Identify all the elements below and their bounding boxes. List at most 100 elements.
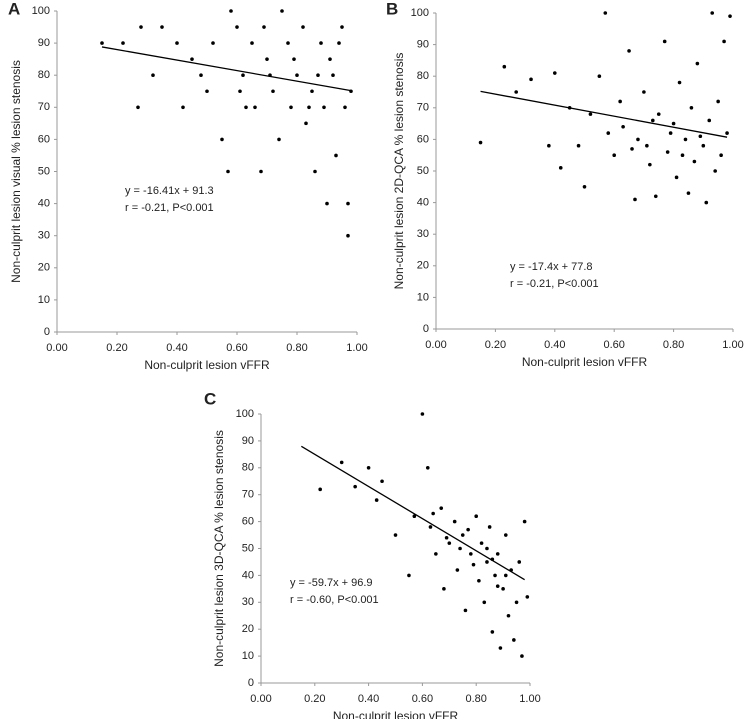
point <box>469 552 473 556</box>
point <box>683 137 688 142</box>
point <box>393 533 398 537</box>
point <box>520 654 524 658</box>
point <box>695 61 700 66</box>
point <box>151 73 155 77</box>
y-tick-label: 20 <box>417 260 429 272</box>
point <box>295 73 299 77</box>
point <box>466 527 470 532</box>
annotation: r = -0.21, P<0.001 <box>125 202 214 214</box>
x-tick-label: 0.80 <box>465 693 486 705</box>
point <box>479 541 484 545</box>
point <box>289 105 293 110</box>
x-tick-label: 0.40 <box>166 342 187 354</box>
y-tick-label: 60 <box>38 133 50 145</box>
panel-label: A <box>8 0 20 18</box>
point <box>331 73 335 77</box>
point <box>506 613 511 618</box>
point <box>328 57 332 61</box>
point <box>322 105 326 110</box>
point <box>458 546 462 551</box>
point <box>671 121 676 126</box>
x-tick-label: 0.60 <box>412 693 433 705</box>
point <box>447 541 452 545</box>
point <box>226 169 230 174</box>
point <box>502 64 507 69</box>
point <box>444 535 449 540</box>
point <box>495 584 500 588</box>
trend-line <box>480 90 728 138</box>
point <box>220 137 224 142</box>
y-tick-label: 50 <box>417 165 429 177</box>
point <box>621 124 625 129</box>
point <box>606 131 611 135</box>
point <box>277 137 281 142</box>
y-tick-label: 80 <box>38 69 50 81</box>
point <box>428 525 433 529</box>
point <box>653 194 658 199</box>
point <box>139 25 143 29</box>
annotation: y = -16.41x + 91.3 <box>125 185 214 197</box>
y-tick-label: 70 <box>38 101 50 113</box>
x-tick-label: 0.60 <box>603 339 624 351</box>
point <box>498 646 503 650</box>
point <box>525 595 530 599</box>
y-tick-label: 90 <box>417 39 429 51</box>
point <box>668 131 673 135</box>
point <box>211 41 215 45</box>
point <box>474 514 479 519</box>
point <box>627 49 631 53</box>
y-tick-label: 20 <box>38 262 50 274</box>
point <box>460 533 465 537</box>
y-tick-label: 80 <box>417 70 429 82</box>
point <box>493 573 497 578</box>
point <box>485 546 489 551</box>
x-tick-label: 1.00 <box>346 342 367 354</box>
y-axis-label: Non-culprit lesion 3D-QCA % lesion steno… <box>212 430 226 667</box>
point <box>452 519 457 524</box>
point <box>514 600 519 605</box>
point <box>689 106 694 110</box>
point <box>229 9 233 13</box>
x-axis-label: Non-culprit lesion vFFR <box>333 709 459 719</box>
point <box>490 630 495 634</box>
point <box>503 533 508 537</box>
point <box>463 608 468 613</box>
panel-label: C <box>204 389 216 408</box>
point <box>318 487 322 492</box>
point <box>235 25 239 29</box>
y-tick-label: 30 <box>38 230 50 242</box>
point <box>630 147 634 151</box>
y-tick-label: 40 <box>38 198 50 210</box>
point <box>485 560 489 564</box>
point <box>160 25 164 29</box>
y-tick-label: 30 <box>242 596 254 608</box>
point <box>478 140 483 145</box>
point <box>648 162 652 167</box>
point <box>597 74 602 78</box>
y-tick-label: 10 <box>242 650 254 662</box>
point <box>205 89 209 94</box>
y-tick-label: 70 <box>242 489 254 501</box>
point <box>121 41 125 45</box>
point <box>576 143 581 148</box>
y-tick-label: 50 <box>242 542 254 554</box>
point <box>307 105 311 110</box>
point <box>439 506 444 510</box>
x-tick-label: 1.00 <box>519 693 540 705</box>
point <box>636 137 640 142</box>
point <box>238 89 242 94</box>
y-tick-label: 90 <box>38 37 50 49</box>
point <box>325 201 329 206</box>
point <box>725 131 729 135</box>
point <box>346 233 350 238</box>
point <box>244 105 248 110</box>
point <box>656 112 661 116</box>
point <box>665 150 670 154</box>
point <box>603 11 608 15</box>
point <box>412 514 417 519</box>
point <box>407 573 411 578</box>
point <box>471 562 476 567</box>
y-tick-label: 60 <box>417 133 429 145</box>
point <box>514 90 518 94</box>
y-tick-label: 0 <box>44 326 50 338</box>
